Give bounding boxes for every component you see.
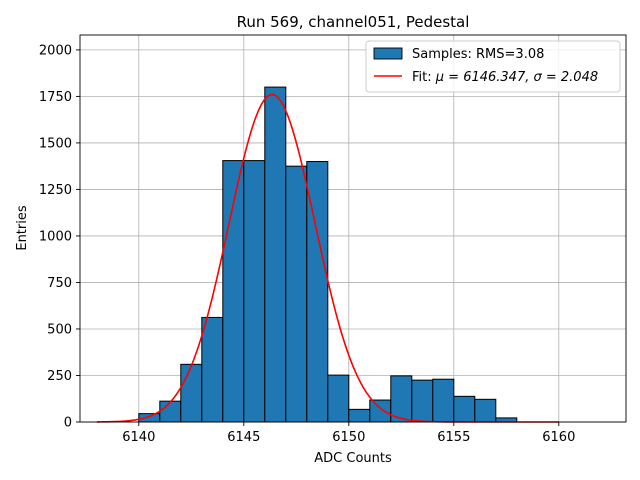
plot-frame [79, 34, 627, 423]
legend-fit-prefix: Fit: [412, 70, 432, 85]
legend-fit-label: Fit: μ = 6146.347, σ = 2.048 [412, 70, 598, 85]
x-tick-label: 6140 [122, 430, 155, 445]
histogram-bar [180, 363, 203, 423]
histogram-bar [264, 86, 287, 423]
x-tick-label: 6150 [332, 430, 365, 445]
chart-title: Run 569, channel051, Pedestal [237, 13, 470, 31]
x-axis-ticks: 6140 6145 6150 6155 6160 [122, 422, 575, 445]
histogram-bar [327, 374, 350, 423]
plot-area [80, 35, 626, 422]
y-tick-label: 2000 [39, 43, 72, 58]
histogram-bar [411, 379, 434, 423]
legend-histogram-label: Samples: RMS=3.08 [412, 47, 544, 62]
histogram-bars [138, 86, 518, 423]
y-axis-label: Entries [15, 205, 30, 251]
y-tick-label: 1500 [39, 136, 72, 151]
histogram-bar [243, 160, 266, 423]
y-tick-label: 250 [47, 369, 72, 384]
histogram-bar [159, 400, 182, 423]
histogram-bar [285, 165, 308, 423]
y-tick-label: 750 [47, 276, 72, 291]
histogram-bar [369, 399, 392, 423]
y-tick-label: 500 [47, 322, 72, 337]
grid-lines [80, 35, 626, 423]
x-tick-label: 6145 [227, 430, 260, 445]
histogram-bar [348, 408, 371, 423]
histogram-bar [474, 398, 497, 423]
x-axis-label: ADC Counts [314, 451, 392, 466]
histogram-bar [201, 316, 224, 423]
legend-fit-sigma: σ = 2.048 [534, 70, 599, 85]
y-tick-label: 1750 [39, 90, 72, 105]
y-axis-ticks: 0 250 500 750 1000 1250 1500 1750 2000 [39, 43, 80, 431]
y-tick-label: 0 [64, 416, 72, 431]
x-tick-label: 6155 [437, 430, 470, 445]
x-tick-label: 6160 [542, 430, 575, 445]
legend-box [365, 40, 621, 93]
histogram-bar [390, 375, 413, 423]
histogram-bar [222, 160, 245, 423]
legend: Samples: RMS=3.08 Fit: μ = 6146.347, σ =… [365, 40, 621, 93]
y-tick-label: 1000 [39, 229, 72, 244]
legend-fit-mu: μ = 6146.347, [435, 70, 530, 85]
y-tick-label: 1250 [39, 183, 72, 198]
histogram-bar [432, 378, 455, 423]
legend-histogram-swatch [373, 47, 403, 60]
histogram-bar [453, 395, 476, 423]
